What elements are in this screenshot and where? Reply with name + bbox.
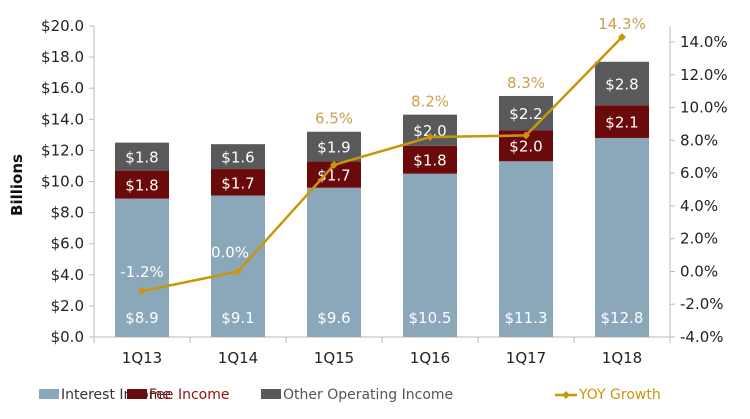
bar-data-label: $2.8 xyxy=(605,76,638,94)
yoy-growth-label: 14.3% xyxy=(598,15,646,33)
yoy-growth-label: 8.2% xyxy=(411,93,449,111)
legend-yoy-growth: YOY Growth xyxy=(578,387,661,403)
bar-fee-income xyxy=(211,169,265,196)
y-tick-label: $4.0 xyxy=(51,266,84,284)
bar-data-label: $2.0 xyxy=(509,138,542,156)
yoy-growth-label: -1.2% xyxy=(120,263,164,281)
bar-fee-income xyxy=(403,145,457,174)
legend-fee-income: Fee Income xyxy=(149,387,229,403)
yoy-growth-label: 6.5% xyxy=(315,110,353,128)
y2-tick-label: 8.0% xyxy=(680,131,718,149)
yoy-growth-marker xyxy=(330,160,338,169)
x-tick-label: 1Q13 xyxy=(122,349,162,367)
bar-interest-income xyxy=(115,198,169,337)
bar-data-label: $8.9 xyxy=(125,309,158,327)
x-tick-label: 1Q16 xyxy=(410,349,450,367)
bar-interest-income xyxy=(499,161,553,337)
y2-tick-label: 4.0% xyxy=(680,197,718,215)
bar-data-label: $9.6 xyxy=(317,309,350,327)
legend-other-operating-income: Other Operating Income xyxy=(283,387,453,403)
y2-tick-label: 6.0% xyxy=(680,164,718,182)
legend-fee-income-swatch xyxy=(127,389,147,399)
bar-data-label: $1.9 xyxy=(317,139,350,157)
bar-data-label: $1.8 xyxy=(125,149,158,167)
y-tick-label: $16.0 xyxy=(41,79,84,97)
legend-interest-income-swatch xyxy=(39,389,59,399)
bar-data-label: $1.8 xyxy=(413,152,446,170)
x-tick-label: 1Q14 xyxy=(218,349,258,367)
y-tick-label: $12.0 xyxy=(41,141,84,159)
x-tick-label: 1Q18 xyxy=(602,349,642,367)
bar-other-operating-income xyxy=(499,95,553,131)
bar-fee-income xyxy=(595,105,649,138)
legend-yoy-growth-marker xyxy=(562,391,570,399)
x-tick-label: 1Q17 xyxy=(506,349,546,367)
y2-tick-label: 12.0% xyxy=(680,66,728,84)
bar-data-label: $9.1 xyxy=(221,309,254,327)
yoy-growth-marker xyxy=(138,287,146,296)
bar-interest-income xyxy=(595,137,649,337)
bar-fee-income xyxy=(115,170,169,199)
yoy-growth-marker xyxy=(234,267,242,276)
y2-tick-label: 2.0% xyxy=(680,230,718,248)
y-tick-label: $18.0 xyxy=(41,48,84,66)
y-tick-label: $0.0 xyxy=(51,328,84,346)
bar-interest-income xyxy=(403,173,457,337)
bar-other-operating-income xyxy=(115,142,169,171)
yoy-growth-marker xyxy=(426,133,434,142)
y2-tick-label: -4.0% xyxy=(680,328,724,346)
legend-other-operating-income-swatch xyxy=(261,389,281,399)
y2-tick-label: -2.0% xyxy=(680,295,724,313)
yoy-growth-label: 0.0% xyxy=(211,243,249,261)
y-tick-label: $20.0 xyxy=(41,17,84,35)
yoy-growth-marker xyxy=(522,131,530,140)
bar-interest-income xyxy=(211,195,265,337)
bar-interest-income xyxy=(307,187,361,337)
yoy-growth-marker xyxy=(618,33,626,42)
y2-tick-label: 0.0% xyxy=(680,262,718,280)
yoy-growth-label: 8.3% xyxy=(507,74,545,92)
bar-data-label: $2.1 xyxy=(605,114,638,132)
bar-data-label: $11.3 xyxy=(505,309,548,327)
y-tick-label: $6.0 xyxy=(51,235,84,253)
yoy-growth-line xyxy=(141,36,623,293)
bar-data-label: $12.8 xyxy=(601,309,644,327)
y-axis-title: Billions xyxy=(8,154,26,216)
bar-data-label: $2.2 xyxy=(509,105,542,123)
bar-other-operating-income xyxy=(595,61,649,106)
y2-tick-label: 10.0% xyxy=(680,99,728,117)
bar-data-label: $1.7 xyxy=(221,174,254,192)
y-tick-label: $14.0 xyxy=(41,110,84,128)
y2-tick-label: 14.0% xyxy=(680,33,728,51)
y-tick-label: $8.0 xyxy=(51,204,84,222)
bar-data-label: $10.5 xyxy=(409,309,452,327)
bar-other-operating-income xyxy=(211,144,265,170)
y-tick-label: $2.0 xyxy=(51,297,84,315)
bar-other-operating-income xyxy=(307,131,361,162)
bar-data-label: $1.7 xyxy=(317,167,350,185)
x-tick-label: 1Q15 xyxy=(314,349,354,367)
bar-data-label: $1.8 xyxy=(125,177,158,195)
bar-data-label: $1.6 xyxy=(221,149,254,167)
y-tick-label: $10.0 xyxy=(41,173,84,191)
